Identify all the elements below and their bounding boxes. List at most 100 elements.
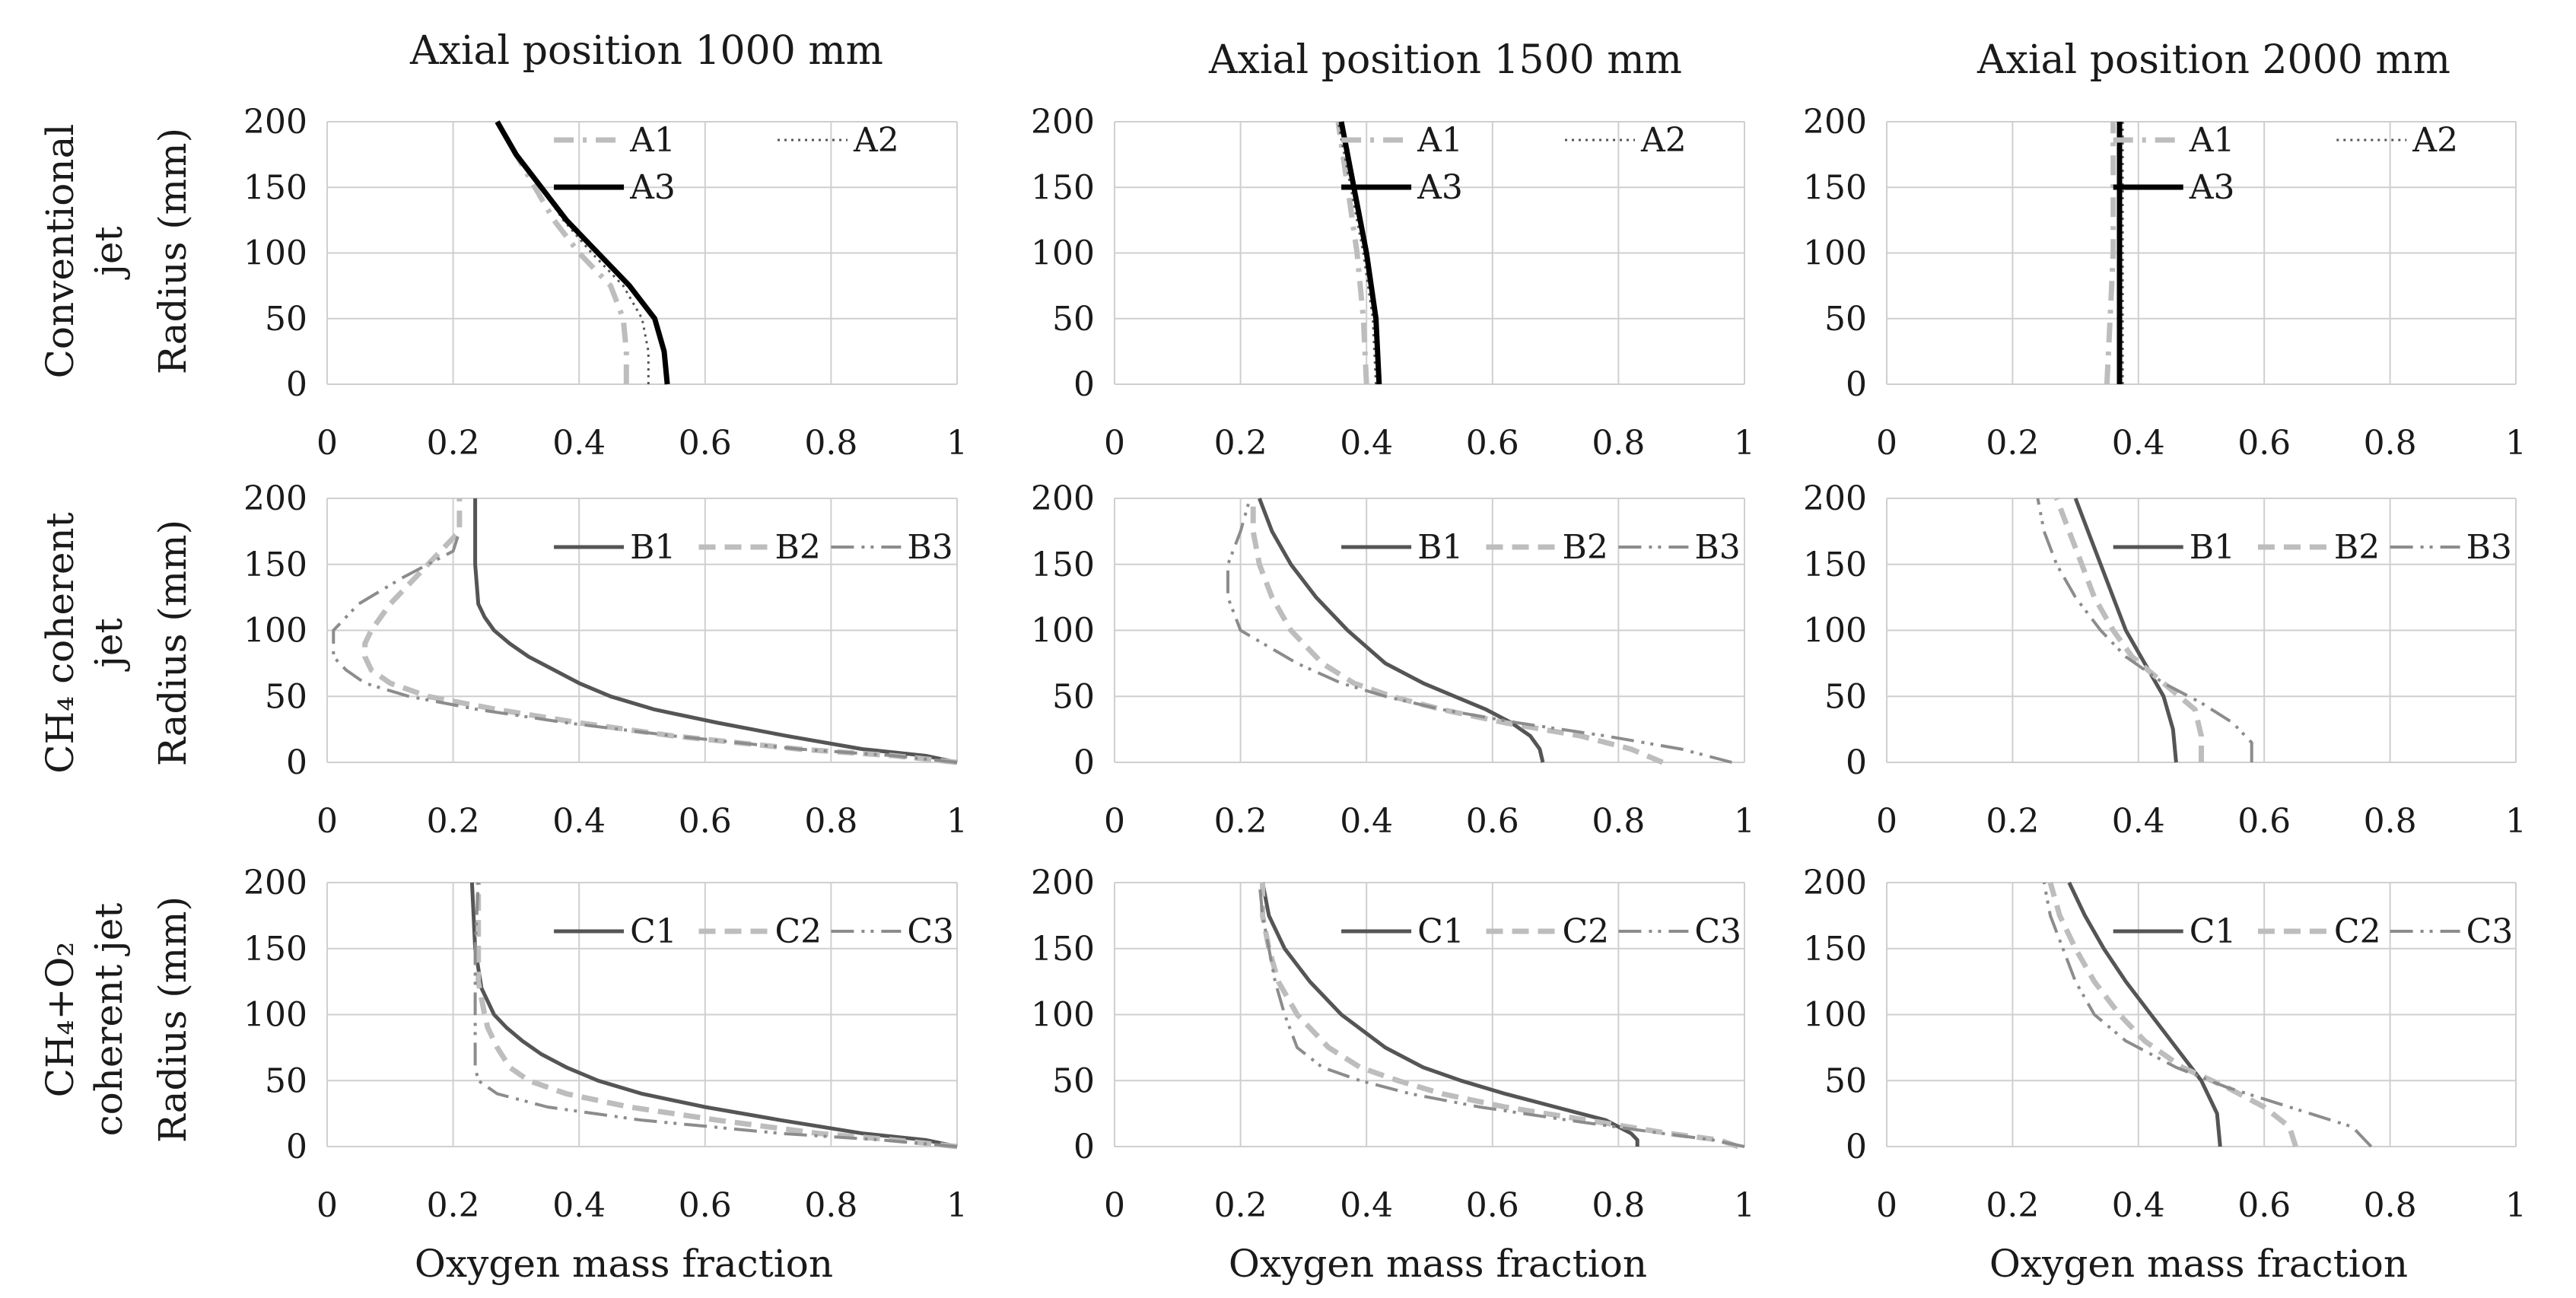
x-axis-label-col1: Oxygen mass fraction [1229, 1242, 1647, 1286]
y-tick-label: 0 [1846, 365, 1867, 404]
x-tick-label: 1 [2505, 424, 2527, 463]
x-tick-label: 0.6 [2237, 802, 2291, 841]
x-tick-label: 0.2 [1214, 802, 1267, 841]
y-tick-label: 200 [1031, 864, 1095, 902]
legend-r1-c0: B1 B2 B3 [554, 528, 953, 567]
x-tick-label: 0.6 [1466, 1186, 1519, 1225]
y-tick-label: 150 [243, 546, 307, 584]
legend-label-c2: C2 [775, 912, 822, 951]
legend-label-b2: B2 [2334, 528, 2380, 567]
series-line-c1 [469, 882, 958, 1149]
y-tick-label: 100 [1803, 234, 1867, 273]
y-tick-label: 0 [1846, 743, 1867, 782]
series-line-b1 [1258, 498, 1545, 763]
series-line-b1 [473, 498, 958, 765]
legend-label-c3: C3 [2466, 912, 2514, 951]
y-tick-label: 200 [1803, 864, 1867, 902]
series-line-b3 [332, 530, 958, 764]
x-tick-label: 0.2 [427, 424, 480, 463]
subplot-r0-c0: 0 0.2 0.4 0.6 0.8 1 0 50 100 150 200 A1 A2 A3 [243, 103, 968, 463]
y-tick-label: 200 [1803, 103, 1867, 142]
series-line-a1 [2104, 122, 2116, 385]
x-tick-label: 1 [1734, 424, 1755, 463]
y-axis-label-row1: Radius (mm) [151, 520, 195, 766]
x-tick-label: 0.8 [1592, 802, 1645, 841]
x-tick-label: 0.4 [1340, 424, 1393, 463]
series-line-b1 [2073, 498, 2178, 763]
row-label-ch4o2-line1: CH₄+O₂ [38, 942, 82, 1098]
legend-label-c3: C3 [907, 912, 954, 951]
row-labels: Conventional jet Radius (mm) CH₄ coheren… [38, 124, 195, 1144]
legend-label-b3: B3 [2466, 528, 2512, 567]
y-tick-label: 150 [1803, 168, 1867, 207]
y-tick-label: 0 [1846, 1128, 1867, 1166]
y-tick-label: 100 [1803, 612, 1867, 651]
col-title-1500: Axial position 1500 mm [1208, 37, 1682, 83]
legend-label-b1: B1 [2190, 528, 2235, 567]
y-tick-label: 50 [1052, 1061, 1095, 1100]
x-tick-label: 0.8 [2364, 424, 2417, 463]
y-tick-label: 100 [1031, 996, 1095, 1035]
x-tick-label: 0 [1876, 1186, 1897, 1225]
y-tick-label: 200 [243, 479, 307, 518]
legend-r0-c2: A1 A2 A3 [2113, 121, 2458, 207]
legend-label-a1: A1 [2189, 121, 2235, 160]
subplot-r2-c0: 0 0.2 0.4 0.6 0.8 1 0 50 100 150 200 C1 C2 C3 [243, 864, 968, 1225]
legend-r2-c1: C1 C2 C3 [1341, 912, 1741, 951]
y-tick-label: 50 [265, 677, 307, 716]
y-tick-label: 50 [1824, 677, 1867, 716]
x-tick-label: 0.2 [1214, 1186, 1267, 1225]
legend-r1-c2: B1 B2 B3 [2113, 528, 2512, 567]
x-tick-label: 0.4 [552, 1186, 606, 1225]
legend-label-b2: B2 [1563, 528, 1608, 567]
x-tick-label: 0.8 [1592, 1186, 1645, 1225]
legend-label-c1: C1 [630, 912, 677, 951]
row-label-ch4-line1: CH₄ coherent [38, 512, 82, 773]
subplot-r1-c1: 0 0.2 0.4 0.6 0.8 1 0 50 100 150 200 B1 B2 B3 [1031, 479, 1755, 841]
col-title-1000: Axial position 1000 mm [409, 28, 883, 74]
x-tick-label: 0 [1876, 802, 1897, 841]
x-tick-label: 0.8 [804, 802, 857, 841]
y-tick-label: 150 [1803, 546, 1867, 584]
x-tick-label: 1 [2505, 1186, 2527, 1225]
series-line-c1 [2067, 881, 2222, 1147]
series-line-b2 [2054, 497, 2204, 762]
legend-label-c3: C3 [1694, 912, 1741, 951]
x-tick-label: 0.8 [804, 1186, 857, 1225]
col-title-2000: Axial position 2000 mm [1977, 37, 2450, 83]
x-tick-label: 0 [316, 1186, 338, 1225]
x-tick-label: 1 [1734, 802, 1755, 841]
x-tick-label: 1 [2505, 802, 2527, 841]
x-tick-label: 1 [946, 424, 968, 463]
series-line-a2 [1337, 121, 1378, 385]
legend-label-c2: C2 [1563, 912, 1610, 951]
x-tick-label: 0.6 [1466, 424, 1519, 463]
y-tick-label: 200 [243, 864, 307, 902]
legend-label-a1: A1 [1417, 121, 1463, 160]
x-tick-label: 0.4 [552, 802, 606, 841]
series-line-a3 [495, 120, 670, 385]
y-axis-label-row2: Radius (mm) [151, 896, 195, 1143]
y-tick-label: 200 [1031, 103, 1095, 142]
subplot-r0-c1: 0 0.2 0.4 0.6 0.8 1 0 50 100 150 200 A1 A2 A3 [1031, 103, 1755, 463]
y-tick-label: 150 [1031, 930, 1095, 969]
legend-label-a2: A2 [853, 121, 899, 160]
x-tick-label: 0.4 [2112, 1186, 2165, 1225]
subplot-r1-c2: 0 0.2 0.4 0.6 0.8 1 0 50 100 150 200 B1 B2 B3 [1803, 479, 2527, 841]
series-line-c1 [1261, 882, 1639, 1147]
legend-label-b2: B2 [775, 528, 821, 567]
y-tick-label: 50 [1824, 300, 1867, 339]
x-axis-label-col0: Oxygen mass fraction [415, 1242, 833, 1286]
x-tick-label: 0.8 [2364, 1186, 2417, 1225]
x-tick-label: 0.6 [679, 424, 732, 463]
x-tick-label: 0.6 [2237, 1186, 2291, 1225]
series-line-a1 [495, 120, 629, 384]
series-line-c2 [475, 883, 958, 1150]
y-tick-label: 100 [243, 996, 307, 1035]
x-tick-label: 0 [316, 802, 338, 841]
series-line-c3 [473, 882, 958, 1148]
legend-label-a2: A2 [1640, 121, 1687, 160]
y-tick-label: 100 [243, 612, 307, 651]
y-tick-label: 0 [1073, 743, 1095, 782]
